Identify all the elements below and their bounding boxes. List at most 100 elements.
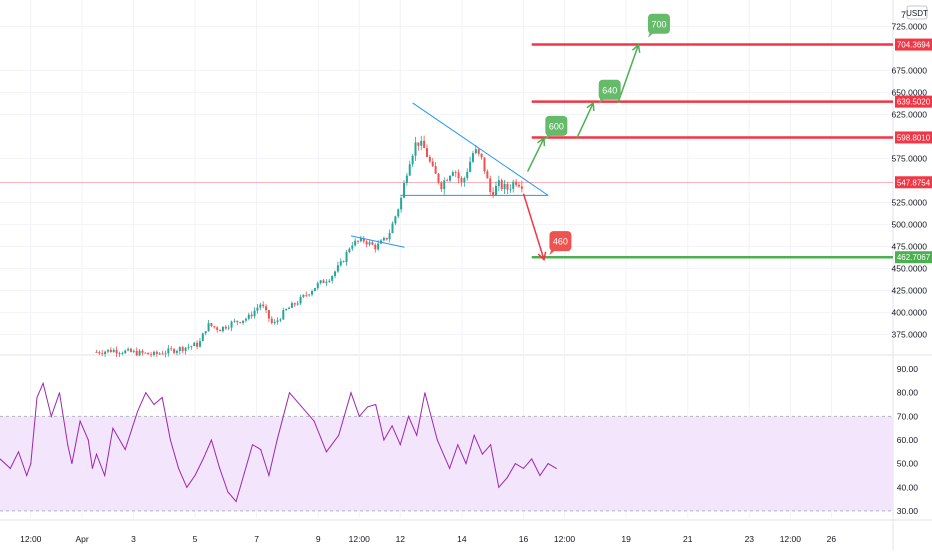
time-tick-label: 12:00 <box>780 534 802 544</box>
candle-body <box>95 352 98 353</box>
price-tick-label: 400.0000 <box>892 307 928 317</box>
candle-body <box>382 237 385 241</box>
price-tick-label: 725.0000 <box>892 21 928 31</box>
candle <box>256 304 259 314</box>
candle-body <box>517 184 520 187</box>
candle-body <box>345 252 348 263</box>
candle-body <box>437 173 440 183</box>
candle-body <box>285 308 288 311</box>
candle <box>469 156 472 173</box>
rsi-point <box>375 404 377 406</box>
candle-body <box>325 281 328 283</box>
candle <box>118 351 121 357</box>
candle-body <box>112 349 115 353</box>
candle-body <box>492 192 495 196</box>
candle <box>167 344 170 357</box>
level-layer: 547.8754 704.3694 639.5020 598.8010 462.7067 <box>0 38 932 264</box>
candle <box>500 178 503 192</box>
time-tick-label: 26 <box>827 534 837 544</box>
rsi-point <box>67 444 69 446</box>
candle-body <box>316 283 319 289</box>
candle <box>394 215 397 226</box>
candle <box>204 331 207 336</box>
rsi-point <box>457 444 459 446</box>
projection-arrow <box>617 43 641 104</box>
candle-body <box>489 178 492 193</box>
candle-body <box>152 351 155 355</box>
candle <box>221 326 224 333</box>
candle <box>98 350 101 356</box>
rsi-point <box>325 451 327 453</box>
candle-body <box>454 172 457 173</box>
time-tick-label: 21 <box>683 534 693 544</box>
projection-shaft <box>526 137 545 172</box>
price-tick-label: 450.0000 <box>892 263 928 273</box>
rsi-point <box>9 467 11 469</box>
rsi-point <box>288 392 290 394</box>
candle-body <box>351 245 354 249</box>
candle <box>431 158 434 167</box>
flag-line <box>350 235 405 248</box>
candle-body <box>466 171 469 179</box>
rsi-point <box>449 467 451 469</box>
candle <box>494 181 497 197</box>
candle-body <box>385 237 388 240</box>
candle-body <box>221 326 224 332</box>
price-tick-label: 375.0000 <box>892 329 928 339</box>
candle <box>101 350 104 357</box>
target-callout-label: 700 <box>651 19 666 29</box>
level-badge <box>895 95 932 108</box>
candle <box>135 347 138 357</box>
candle-body <box>167 348 170 354</box>
candle <box>95 349 98 353</box>
rsi-point <box>95 453 97 455</box>
candle <box>164 350 167 358</box>
candle-body <box>302 294 305 297</box>
candle <box>150 351 153 358</box>
candle <box>285 308 288 311</box>
candle <box>408 160 411 177</box>
candle <box>282 307 285 320</box>
candle-body <box>299 296 302 304</box>
target-callout-tail <box>598 97 606 104</box>
candle <box>371 240 374 246</box>
time-tick-label: 23 <box>745 534 755 544</box>
rsi-point <box>50 415 52 417</box>
candle <box>446 178 449 182</box>
candle-body <box>247 314 250 319</box>
candle-body <box>290 303 293 308</box>
candle-body <box>173 349 176 353</box>
candle-body <box>147 352 150 355</box>
candle <box>466 168 469 181</box>
candle-body <box>267 310 270 319</box>
time-tick-label: 7 <box>254 534 259 544</box>
candle-body <box>388 233 391 240</box>
rsi-point <box>30 463 32 465</box>
rsi-point <box>252 444 254 446</box>
price-tick-label: 525.0000 <box>892 197 928 207</box>
candle-body <box>239 322 242 323</box>
candle-body <box>305 294 308 296</box>
candle <box>515 179 518 188</box>
target-callout-label: 640 <box>602 85 617 95</box>
candle-body <box>155 351 158 354</box>
candle <box>385 237 388 241</box>
candle-body <box>138 350 141 356</box>
candle <box>216 326 219 333</box>
candle <box>423 135 426 149</box>
candle-body <box>104 351 107 354</box>
candle-body <box>448 175 451 181</box>
rsi-layer <box>0 381 557 503</box>
rsi-point <box>522 467 524 469</box>
candle-body <box>201 333 204 342</box>
current-price-label: 547.8754 <box>897 178 931 187</box>
candle <box>104 350 107 357</box>
candle <box>129 347 132 353</box>
candle <box>365 240 368 248</box>
candle <box>368 240 371 247</box>
candle <box>362 236 365 244</box>
candle-body <box>443 180 446 190</box>
candle <box>322 278 325 284</box>
rsi-point <box>71 463 73 465</box>
rsi-tick-label: 70.00 <box>897 411 919 421</box>
